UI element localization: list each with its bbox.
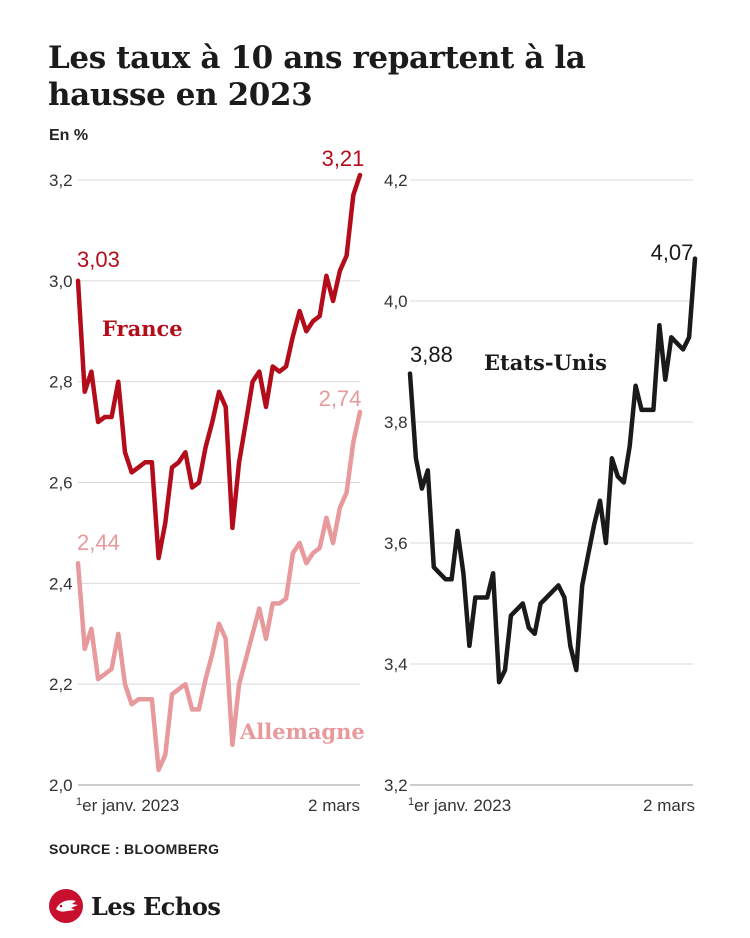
x-tick-label-start: 1er janv. 2023 bbox=[408, 796, 511, 815]
y-tick-label: 2,8 bbox=[49, 373, 73, 392]
x-tick-text: er janv. 2023 bbox=[414, 796, 511, 815]
data-label-last: 4,07 bbox=[651, 240, 694, 265]
y-tick-label: 3,8 bbox=[384, 413, 408, 432]
y-tick-label: 4,2 bbox=[384, 171, 408, 190]
y-tick-label: 2,4 bbox=[49, 574, 73, 593]
data-label-first: 3,88 bbox=[410, 342, 453, 367]
x-tick-sup: 1 bbox=[76, 796, 82, 808]
x-tick-label-end: 2 mars bbox=[643, 796, 695, 815]
series-line-france bbox=[75, 172, 363, 561]
data-label-last: 3,21 bbox=[322, 146, 365, 171]
y-tick-label: 2,2 bbox=[49, 675, 73, 694]
y-tick-label: 3,2 bbox=[384, 776, 408, 795]
data-label-first: 3,03 bbox=[77, 247, 120, 272]
brand: Les Echos bbox=[49, 889, 221, 923]
x-tick-label-end: 2 mars bbox=[308, 796, 360, 815]
y-tick-label: 2,6 bbox=[49, 474, 73, 493]
series-name-label: France bbox=[102, 316, 183, 341]
x-tick-text: er janv. 2023 bbox=[82, 796, 179, 815]
les-echos-logo-icon bbox=[49, 889, 83, 923]
source-text: SOURCE : BLOOMBERG bbox=[49, 841, 220, 857]
data-label-last: 2,74 bbox=[319, 386, 362, 411]
chart-title: Les taux à 10 ans repartent à la hausse … bbox=[48, 40, 586, 113]
data-label-first: 2,44 bbox=[77, 530, 120, 555]
series-line-allemagne bbox=[75, 409, 363, 773]
y-tick-label: 3,0 bbox=[49, 272, 73, 291]
series-name-label: Etats-Unis bbox=[484, 350, 607, 375]
y-tick-label: 4,0 bbox=[384, 292, 408, 311]
y-tick-label: 2,0 bbox=[49, 776, 73, 795]
y-tick-label: 3,2 bbox=[49, 171, 73, 190]
unit-label: En % bbox=[49, 127, 89, 144]
series-name-label: Allemagne bbox=[239, 719, 365, 744]
y-tick-label: 3,4 bbox=[384, 655, 408, 674]
series-line-etats-unis bbox=[407, 256, 698, 685]
brand-name: Les Echos bbox=[91, 891, 221, 921]
chart-panel-1: 3,2 3,4 3,6 3,8 4,0 4,2 1er janv. 2023 2 mars Et… bbox=[384, 171, 698, 815]
y-tick-label: 3,6 bbox=[384, 534, 408, 553]
x-tick-sup: 1 bbox=[408, 796, 414, 808]
x-tick-label-start: 1er janv. 2023 bbox=[76, 796, 179, 815]
